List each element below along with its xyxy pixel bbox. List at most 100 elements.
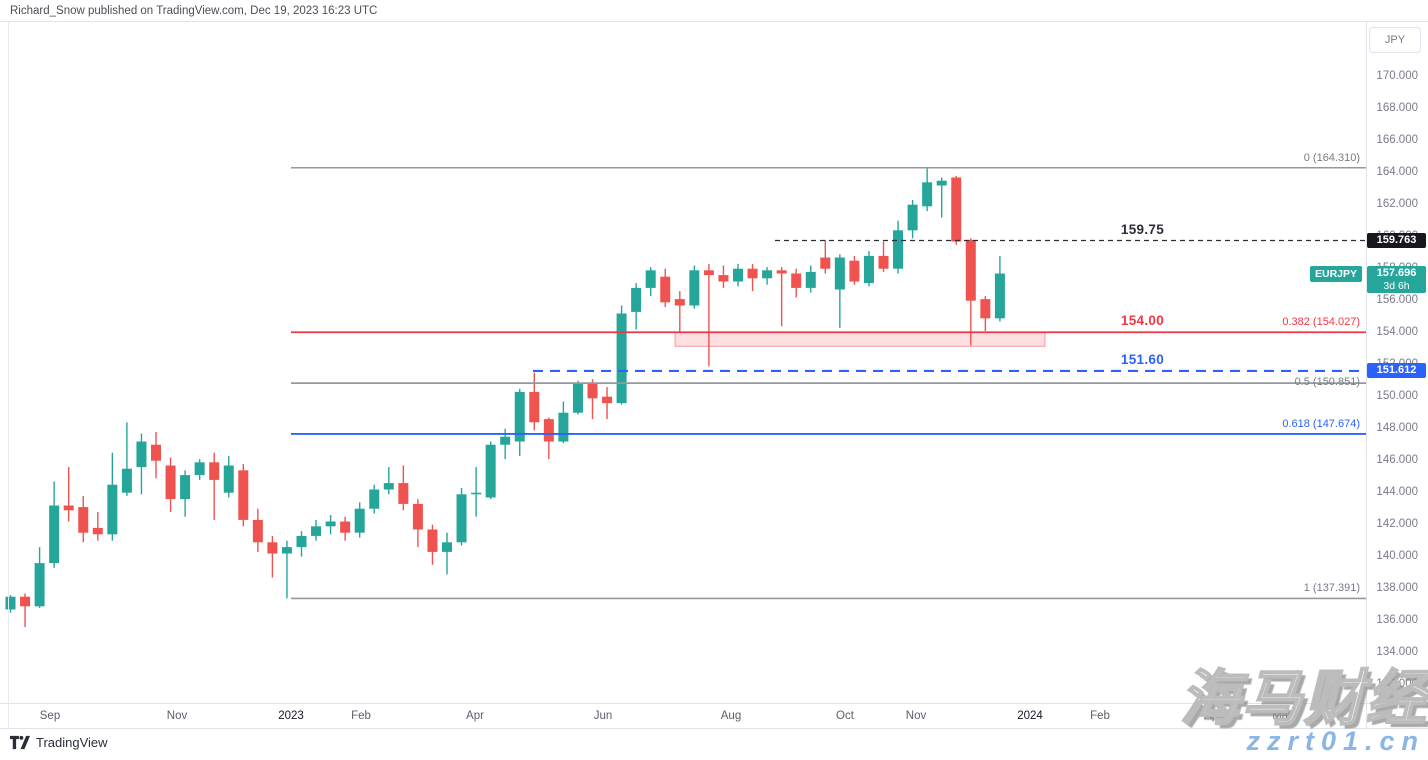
candle-body: [398, 483, 409, 504]
price-tick: 156.000: [1376, 294, 1418, 307]
candle-body: [965, 239, 976, 301]
candle-body: [631, 287, 642, 312]
candle-body: [238, 470, 249, 520]
watermark-chinese: 海马财经: [1179, 664, 1428, 733]
publish-info: Richard_Snow published on TradingView.co…: [10, 5, 378, 17]
time-tick: 2023: [278, 710, 304, 722]
time-tick: Sep: [39, 710, 61, 722]
price-axis-border: [1366, 21, 1367, 729]
divider: [0, 21, 1428, 22]
currency-label: JPY: [1384, 34, 1406, 46]
candle-body: [325, 521, 336, 527]
candle-body: [645, 270, 656, 288]
candle-body: [834, 257, 845, 290]
candle-body: [994, 273, 1005, 319]
candle-body: [136, 441, 147, 468]
candle-body: [427, 529, 438, 552]
price-tick: 146.000: [1376, 454, 1418, 467]
price-tick: 142.000: [1376, 518, 1418, 531]
candle-body: [660, 276, 671, 303]
candle-body: [34, 563, 45, 607]
candle-body: [893, 230, 904, 269]
candle-body: [820, 257, 831, 269]
candle-body: [267, 542, 278, 554]
price-badge-line-151: 151.612: [1367, 363, 1426, 379]
candle-body: [951, 177, 962, 242]
candle-body: [805, 271, 816, 288]
candle-body: [514, 391, 525, 442]
candle-body: [471, 492, 482, 495]
candle-body: [223, 465, 234, 493]
tradingview-logo[interactable]: TradingView: [10, 735, 108, 750]
time-tick: Oct: [836, 710, 854, 722]
time-tick: Nov: [166, 710, 188, 722]
candle-body: [456, 494, 467, 543]
time-axis-border: [0, 703, 1428, 704]
candle-body: [383, 483, 394, 490]
footer-border: [0, 728, 1428, 729]
candle-body: [529, 391, 540, 423]
price-tick: 154.000: [1376, 326, 1418, 339]
candle-body: [252, 519, 263, 543]
candle-body: [92, 527, 103, 535]
candle-body: [849, 260, 860, 282]
candle-body: [121, 468, 132, 493]
candle-body: [878, 255, 889, 269]
candle-body: [674, 299, 685, 306]
candle-body: [63, 505, 74, 511]
time-tick: Aug: [720, 710, 742, 722]
candle-body: [5, 596, 16, 610]
candle-body: [151, 444, 161, 461]
price-tick: 138.000: [1376, 582, 1418, 595]
candle-body: [369, 489, 380, 509]
candle-body: [354, 508, 365, 533]
price-tick: 170.000: [1376, 70, 1418, 83]
candle-body: [863, 255, 874, 284]
time-tick: Apr: [1204, 710, 1222, 722]
price-tick: 134.000: [1376, 646, 1418, 659]
currency-jpy-button[interactable]: JPY: [1369, 27, 1421, 53]
time-tick: Jun: [593, 710, 613, 722]
price-axis[interactable]: 170.000168.000166.000164.000162.000160.0…: [1367, 21, 1428, 703]
price-badge-value: 159.763: [1376, 234, 1417, 246]
candle-body: [922, 182, 933, 207]
candle-body: [442, 542, 452, 552]
price-tick: 166.000: [1376, 134, 1418, 147]
time-tick: May: [1272, 710, 1294, 722]
candle-body: [733, 268, 743, 282]
candle-body: [543, 419, 554, 442]
candle-body: [20, 596, 31, 607]
price-badge-last-price: 157.696 3d 6h: [1367, 265, 1426, 293]
price-tick: 144.000: [1376, 486, 1418, 499]
candle-body: [340, 521, 351, 533]
candle-body: [718, 275, 729, 282]
candle-body: [703, 270, 714, 276]
price-badge-value: 157.696: [1376, 266, 1417, 279]
candle-body: [485, 444, 496, 498]
time-tick: Nov: [905, 710, 927, 722]
time-axis[interactable]: Sep Nov 2023 Feb Apr Jun Aug Oct Nov 2024 Feb Apr Ma…: [0, 703, 1366, 728]
tradingview-logo-text: TradingView: [36, 735, 108, 750]
time-tick: Feb: [1090, 710, 1110, 722]
tradingview-logo-icon: [10, 735, 30, 750]
candle-body: [907, 204, 918, 231]
candle-body: [165, 465, 176, 500]
candle-body: [980, 299, 991, 319]
price-tick: 136.000: [1376, 614, 1418, 627]
candle-body: [296, 535, 307, 548]
candle-body: [936, 180, 947, 186]
watermark-url: zzrt01.cn: [1246, 726, 1425, 756]
candle-body: [412, 503, 423, 530]
price-tick: 168.000: [1376, 102, 1418, 115]
candle-body: [209, 462, 220, 480]
price-badge-value: 151.612: [1376, 364, 1417, 377]
candle-body: [558, 412, 569, 442]
candle-body: [616, 313, 627, 404]
price-tick: 164.000: [1376, 166, 1418, 179]
time-tick: Apr: [466, 710, 484, 722]
candle-body: [602, 396, 613, 404]
candle-body: [500, 436, 511, 445]
candle-body: [572, 383, 583, 413]
